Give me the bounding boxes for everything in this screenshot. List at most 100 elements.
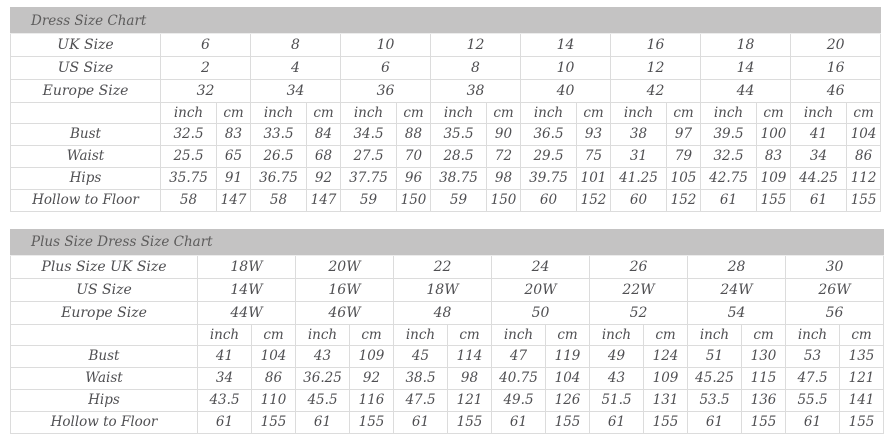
measure-cell-inch: 39.5: [700, 122, 757, 146]
unit-header-cm: cm: [741, 323, 786, 346]
size-cell: 20W: [491, 277, 590, 302]
measure-row: Waist 25.5 65 26.5 68 27.5 70 28.5 72 29.5 75 31 79 3…: [10, 144, 882, 168]
measure-cell-cm: 91: [216, 166, 251, 190]
size-cell: 30: [785, 254, 884, 279]
unit-header-inch: inch: [340, 102, 397, 124]
measure-cell-cm: 105: [666, 166, 701, 190]
measure-cell-cm: 98: [447, 366, 492, 390]
size-cell: 54: [687, 300, 786, 325]
unit-header-inch: inch: [295, 323, 350, 346]
measure-cell-inch: 34: [790, 144, 847, 168]
size-cell: 46W: [295, 300, 394, 325]
measure-row: Bust 32.5 83 33.5 84 34.5 88 35.5 90 36.5 93 38 97 39…: [10, 122, 882, 146]
measure-cell-inch: 60: [520, 188, 577, 212]
measure-cell-inch: 61: [700, 188, 757, 212]
measure-cell-cm: 72: [486, 144, 521, 168]
measure-cell-cm: 84: [306, 122, 341, 146]
measure-cell-inch: 41.25: [610, 166, 667, 190]
size-cell: 8: [250, 33, 341, 57]
size-cell: 4: [250, 56, 341, 80]
measure-cell-inch: 49: [589, 344, 644, 368]
measure-row: Hollow to Floor 61 155 61 155 61 155 61 155 61 155…: [10, 410, 884, 434]
measure-cell-cm: 112: [845, 166, 882, 190]
size-cell: 12: [430, 33, 521, 57]
measure-cell-inch: 53: [785, 344, 840, 368]
unit-header-inch: inch: [520, 102, 577, 124]
row-label: Hips: [10, 166, 161, 190]
empty-corner-cell: [10, 323, 198, 346]
measure-cell-cm: 155: [741, 410, 786, 434]
measure-cell-inch: 51: [687, 344, 742, 368]
measure-cell-inch: 33.5: [250, 122, 307, 146]
measure-cell-cm: 121: [839, 366, 884, 390]
measure-row: Bust 41 104 43 109 45 114 47 119 49 124 51 130 53 135: [10, 344, 884, 368]
unit-header-inch: inch: [589, 323, 644, 346]
measure-cell-inch: 43.5: [197, 388, 252, 412]
measure-cell-inch: 60: [610, 188, 667, 212]
measure-cell-inch: 61: [687, 410, 742, 434]
unit-header-cm: cm: [447, 323, 492, 346]
size-cell: 12: [610, 56, 701, 80]
measure-cell-inch: 47.5: [785, 366, 840, 390]
unit-header-cm: cm: [839, 323, 884, 346]
measure-cell-cm: 147: [216, 188, 251, 212]
measure-cell-inch: 45: [393, 344, 448, 368]
size-cell: 14: [700, 56, 791, 80]
measure-cell-cm: 155: [839, 410, 884, 434]
measure-cell-cm: 126: [545, 388, 590, 412]
size-cell: 14: [520, 33, 611, 57]
size-cell: 44: [700, 79, 791, 103]
measure-cell-inch: 28.5: [430, 144, 487, 168]
measure-cell-inch: 49.5: [491, 388, 546, 412]
row-label: Hollow to Floor: [10, 188, 161, 212]
measure-cell-inch: 55.5: [785, 388, 840, 412]
size-cell: 56: [785, 300, 884, 325]
row-label: Hollow to Floor: [10, 410, 198, 434]
measure-cell-cm: 109: [349, 344, 394, 368]
size-cell: 16: [789, 56, 882, 80]
measure-cell-cm: 116: [349, 388, 394, 412]
unit-header-cm: cm: [216, 102, 251, 124]
measure-row: Waist 34 86 36.25 92 38.5 98 40.75 104 43 109 45.25…: [10, 366, 884, 390]
measure-cell-cm: 155: [845, 188, 882, 212]
measure-cell-inch: 38: [610, 122, 667, 146]
measure-cell-inch: 59: [340, 188, 397, 212]
size-cell: 24W: [687, 277, 786, 302]
unit-header-inch: inch: [430, 102, 487, 124]
measure-cell-cm: 131: [643, 388, 688, 412]
measure-cell-cm: 147: [306, 188, 341, 212]
size-cell: 20: [789, 33, 882, 57]
unit-header-cm: cm: [576, 102, 611, 124]
size-row: UK Size 6 8 10 12 14 16 18 20: [10, 33, 882, 57]
measure-cell-cm: 114: [447, 344, 492, 368]
size-cell: 22W: [589, 277, 688, 302]
unit-header-row: inch cm inch cm inch cm inch cm inch cm inch cm inch…: [10, 323, 884, 346]
size-row: US Size 14W 16W 18W 20W 22W 24W 26W: [10, 277, 884, 302]
row-label: Plus Size UK Size: [10, 254, 198, 279]
measure-cell-cm: 83: [216, 122, 251, 146]
size-row: Europe Size 32 34 36 38 40 42 44 46: [10, 79, 882, 103]
measure-cell-cm: 97: [666, 122, 701, 146]
size-cell: 22: [393, 254, 492, 279]
size-cell: 6: [160, 33, 251, 57]
measure-cell-inch: 45.5: [295, 388, 350, 412]
measure-cell-cm: 135: [839, 344, 884, 368]
measure-cell-inch: 32.5: [160, 122, 217, 146]
measure-cell-inch: 35.75: [160, 166, 217, 190]
size-cell: 2: [160, 56, 251, 80]
measure-cell-cm: 92: [349, 366, 394, 390]
unit-header-inch: inch: [393, 323, 448, 346]
row-label: Europe Size: [10, 79, 161, 103]
measure-cell-inch: 27.5: [340, 144, 397, 168]
size-cell: 36: [340, 79, 431, 103]
measure-cell-inch: 29.5: [520, 144, 577, 168]
measure-cell-inch: 39.75: [520, 166, 577, 190]
measure-cell-inch: 36.5: [520, 122, 577, 146]
size-row: Plus Size UK Size 18W 20W 22 24 26 28 30: [10, 254, 884, 279]
measure-cell-inch: 35.5: [430, 122, 487, 146]
unit-header-cm: cm: [306, 102, 341, 124]
measure-cell-cm: 83: [756, 144, 791, 168]
measure-cell-cm: 136: [741, 388, 786, 412]
unit-header-inch: inch: [700, 102, 757, 124]
measure-cell-cm: 119: [545, 344, 590, 368]
